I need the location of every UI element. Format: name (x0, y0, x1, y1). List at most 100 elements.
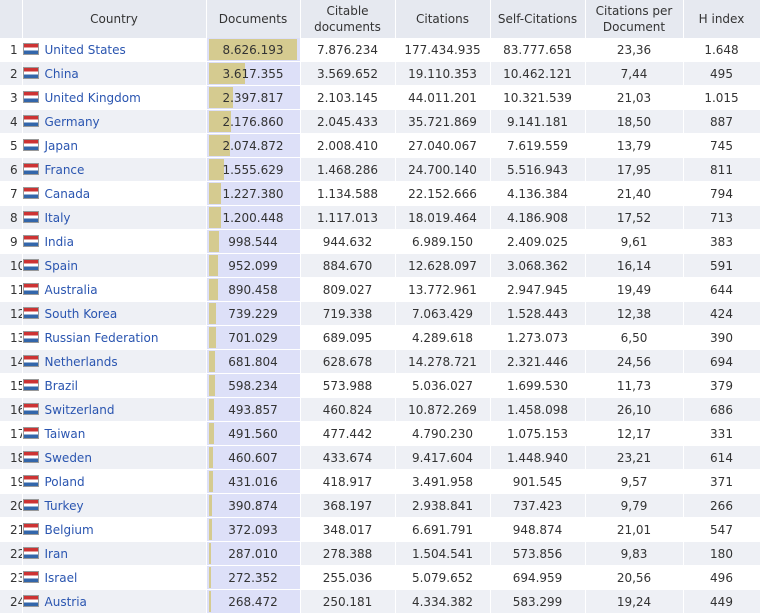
country-link[interactable]: China (44, 66, 79, 81)
rank-cell: 9 (0, 229, 23, 254)
flag-icon (22, 66, 39, 79)
citable-cell: 689.095 (300, 325, 396, 350)
documents-cell: 1.200.448 (206, 205, 301, 230)
self-citations-cell: 901.545 (490, 469, 586, 494)
table-row: 15 Brazil 598.234 573.9885.036.0271.699.530… (0, 373, 760, 398)
citations-per-document-cell: 17,95 (585, 157, 684, 182)
documents-bar (208, 207, 221, 228)
country-cell: Russian Federation (22, 325, 207, 350)
country-link[interactable]: Spain (44, 258, 79, 273)
citations-cell: 4.334.382 (395, 589, 491, 613)
h-index-cell: 694 (683, 349, 760, 374)
country-link[interactable]: Germany (44, 114, 100, 129)
citations-cell: 4.289.618 (395, 325, 491, 350)
country-link[interactable]: Sweden (44, 450, 92, 465)
citations-cell: 14.278.721 (395, 349, 491, 374)
self-citations-cell: 1.448.940 (490, 445, 586, 470)
documents-cell: 491.560 (206, 421, 301, 446)
header-cell: Country (22, 0, 207, 38)
table-row: 9 India 998.544 944.632 6.989.150 2.409.025 9,… (0, 229, 760, 254)
table-row: 17 Taiwan 491.560 477.4424.790.2301.075.153… (0, 421, 760, 446)
rank-cell: 19 (0, 469, 23, 494)
country-link[interactable]: Japan (44, 138, 78, 153)
country-link[interactable]: Russian Federation (44, 330, 159, 345)
country-link[interactable]: Australia (44, 282, 98, 297)
country-link[interactable]: Canada (44, 186, 91, 201)
table-row: 13 Russian Federation 701.029 689.0954.289.… (0, 325, 760, 350)
rank-cell: 7 (0, 181, 23, 206)
documents-cell: 3.617.355 (206, 61, 301, 86)
country-link[interactable]: Netherlands (44, 354, 118, 369)
country-link[interactable]: India (44, 234, 74, 249)
documents-bar (208, 135, 230, 156)
citable-cell: 884.670 (300, 253, 396, 278)
citations-per-document-cell: 16,14 (585, 253, 684, 278)
country-link[interactable]: Israel (44, 570, 78, 585)
documents-cell: 1.227.380 (206, 181, 301, 206)
country-cell: Italy (22, 205, 207, 230)
rank-cell: 21 (0, 517, 23, 542)
country-link[interactable]: Taiwan (44, 426, 86, 441)
country-cell: Iran (22, 541, 207, 566)
h-index-cell: 379 (683, 373, 760, 398)
documents-value: 8.626.193 (222, 42, 284, 57)
citable-cell: 278.388 (300, 541, 396, 566)
documents-cell: 1.555.629 (206, 157, 301, 182)
documents-bar (208, 255, 219, 276)
documents-bar (208, 231, 219, 252)
country-link[interactable]: Switzerland (44, 402, 115, 417)
table-row: 2 China 3.617.355 3.569.652 19.110.353 10.462… (0, 61, 760, 86)
citations-per-document-cell: 21,01 (585, 517, 684, 542)
country-link[interactable]: Iran (44, 546, 68, 561)
citations-cell: 5.036.027 (395, 373, 491, 398)
documents-value: 598.234 (228, 378, 278, 393)
documents-cell: 2.074.872 (206, 133, 301, 158)
citations-per-document-cell: 24,56 (585, 349, 684, 374)
documents-bar (208, 543, 212, 564)
flag-icon (22, 594, 39, 607)
country-link[interactable]: Brazil (44, 378, 79, 393)
h-index-cell: 811 (683, 157, 760, 182)
country-link[interactable]: Belgium (44, 522, 94, 537)
documents-value: 287.010 (228, 546, 278, 561)
documents-bar (208, 303, 217, 324)
citations-cell: 19.110.353 (395, 61, 491, 86)
documents-cell: 268.472 (206, 589, 301, 613)
country-link[interactable]: France (44, 162, 85, 177)
h-index-cell: 591 (683, 253, 760, 278)
flag-icon (22, 282, 39, 295)
rank-cell: 2 (0, 61, 23, 86)
self-citations-cell: 10.321.539 (490, 85, 586, 110)
rank-cell: 17 (0, 421, 23, 446)
citations-cell: 7.063.429 (395, 301, 491, 326)
country-cell: Germany (22, 109, 207, 134)
citations-per-document-cell: 21,40 (585, 181, 684, 206)
documents-cell: 2.176.860 (206, 109, 301, 134)
documents-value: 390.874 (228, 498, 278, 513)
country-cell: Switzerland (22, 397, 207, 422)
country-link[interactable]: United Kingdom (44, 90, 141, 105)
h-index-cell: 1.015 (683, 85, 760, 110)
documents-value: 3.617.355 (222, 66, 284, 81)
documents-value: 2.397.817 (222, 90, 284, 105)
country-link[interactable]: Turkey (44, 498, 84, 513)
country-link[interactable]: South Korea (44, 306, 118, 321)
country-link[interactable]: Poland (44, 474, 85, 489)
country-cell: Austria (22, 589, 207, 613)
country-cell: Poland (22, 469, 207, 494)
citations-cell: 35.721.869 (395, 109, 491, 134)
rank-cell: 14 (0, 349, 23, 374)
citations-per-document-cell: 23,36 (585, 38, 684, 62)
citations-cell: 18.019.464 (395, 205, 491, 230)
rank-cell: 18 (0, 445, 23, 470)
country-link[interactable]: Italy (44, 210, 71, 225)
h-index-cell: 383 (683, 229, 760, 254)
documents-bar (208, 423, 214, 444)
table-row: 24 Austria 268.472 250.1814.334.382583.2991… (0, 589, 760, 613)
header-row: Country Documents Citable documents Citatio… (0, 0, 760, 38)
country-link[interactable]: United States (44, 42, 126, 57)
h-index-cell: 644 (683, 277, 760, 302)
rank-cell: 4 (0, 109, 23, 134)
rank-cell: 10 (0, 253, 23, 278)
country-link[interactable]: Austria (44, 594, 87, 609)
